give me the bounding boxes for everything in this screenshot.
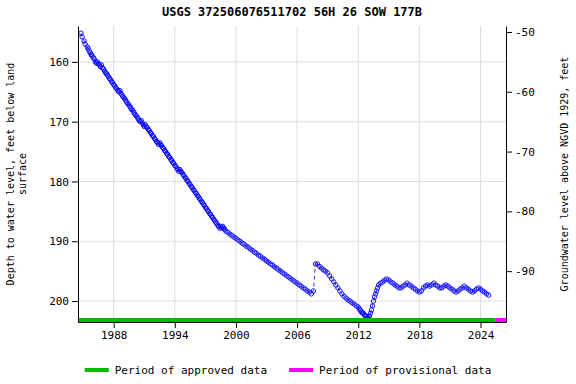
tick-label: 1994	[162, 329, 189, 342]
data-point	[80, 35, 84, 39]
y2-axis-tick: -80	[506, 205, 535, 218]
legend-item: Period of approved data	[85, 364, 267, 377]
x-axis-tick: 2000	[223, 322, 250, 342]
tick-label: -90	[515, 265, 535, 278]
tick-label: 180	[49, 175, 69, 188]
tick-mark	[297, 322, 298, 328]
title: USGS 372506076511702 56H 26 SOW 177B	[162, 5, 422, 19]
grid-line	[78, 181, 506, 182]
marks	[78, 31, 506, 322]
grid-line	[78, 61, 506, 62]
x-axis-tick: 2018	[407, 322, 434, 342]
y2-axis-tick: -50	[506, 26, 535, 39]
tick-label: 2012	[345, 329, 372, 342]
grid-line	[174, 26, 175, 322]
tick-mark	[506, 32, 512, 33]
legend: Period of approved data Period of provisi…	[85, 364, 492, 377]
x-axis-tick: 2012	[345, 322, 372, 342]
y2-axis-tick: -70	[506, 146, 535, 159]
data-point	[486, 293, 490, 297]
tick-label: 1988	[101, 329, 128, 342]
grid	[78, 26, 506, 322]
grid-line	[78, 241, 506, 242]
plot: 1988 1994 2000 2006 2012 2018 2024 160 170 180 190…	[49, 26, 535, 342]
y-axis-tick: 160	[49, 56, 78, 69]
tick-label: 2024	[468, 329, 495, 342]
tick-mark	[419, 322, 420, 328]
tick-mark	[506, 152, 512, 153]
data-point	[371, 299, 375, 303]
tick-mark	[72, 122, 78, 123]
y2-axis-line	[506, 27, 507, 323]
grid-line	[78, 301, 506, 302]
grid-line	[113, 26, 114, 322]
tick-mark	[236, 322, 237, 328]
y-axis: 160 170 180 190 200	[49, 27, 78, 323]
tick-mark	[72, 181, 78, 182]
tick-label: -60	[515, 86, 535, 99]
data-point	[311, 289, 315, 293]
tick-label: 190	[49, 235, 69, 248]
y2-axis-title: Groundwater level above NGVD 1929, feet	[559, 57, 570, 292]
tick-mark	[72, 62, 78, 63]
tick-mark	[72, 301, 78, 302]
legend-label: Period of approved data	[115, 364, 267, 377]
y2-axis-title-line: Groundwater level above NGVD 1929, feet	[559, 57, 570, 292]
x-axis-tick: 2006	[284, 322, 311, 342]
legend-swatch	[289, 368, 313, 372]
tick-label: -80	[515, 205, 535, 218]
period-bar	[78, 318, 496, 322]
legend-swatch	[85, 368, 109, 372]
tick-mark	[506, 271, 512, 272]
tick-label: -50	[515, 26, 535, 39]
grid-line	[358, 26, 359, 322]
tick-mark	[481, 322, 482, 328]
x-axis-line	[79, 322, 507, 323]
y-axis-title-line: Depth to water level, feet below land	[5, 63, 16, 286]
y-axis-title-line: surface	[17, 153, 28, 195]
data-line	[81, 33, 489, 318]
tick-mark	[358, 322, 359, 328]
chart: 1988 1994 2000 2006 2012 2018 2024 160 170 180 190…	[0, 0, 576, 384]
x-axis-tick: 1994	[162, 322, 189, 342]
tick-mark	[506, 92, 512, 93]
y-axis-line	[78, 27, 79, 323]
tick-label: 160	[49, 56, 69, 69]
tick-mark	[506, 211, 512, 212]
tick-mark	[72, 241, 78, 242]
legend-item: Period of provisional data	[289, 364, 491, 377]
tick-label: -70	[515, 146, 535, 159]
tick-label: 2000	[223, 329, 250, 342]
tick-label: 200	[49, 295, 69, 308]
y2-axis-tick: -90	[506, 265, 535, 278]
y2-axis: -50 -60 -70 -80 -90	[506, 26, 535, 323]
grid-line	[419, 26, 420, 322]
x-axis-tick: 1988	[101, 322, 128, 342]
tick-label: 2018	[407, 329, 434, 342]
legend-label: Period of provisional data	[319, 364, 491, 377]
y-axis-title: Depth to water level, feet below landsur…	[5, 63, 28, 286]
period-bar	[496, 318, 506, 322]
tick-label: 2006	[284, 329, 311, 342]
tick-mark	[175, 322, 176, 328]
data-point	[369, 308, 373, 312]
x-axis-tick: 2024	[468, 322, 495, 342]
tick-label: 170	[49, 116, 69, 129]
tick-mark	[114, 322, 115, 328]
y-axis-tick: 170	[49, 116, 78, 129]
y-axis-tick: 190	[49, 235, 78, 248]
y-axis-tick: 200	[49, 295, 78, 308]
x-axis: 1988 1994 2000 2006 2012 2018 2024	[79, 322, 507, 342]
data-point	[370, 304, 374, 308]
grid-line	[297, 26, 298, 322]
y2-axis-tick: -60	[506, 86, 535, 99]
grid-line	[480, 26, 481, 322]
y-axis-tick: 180	[49, 175, 78, 188]
markers	[79, 31, 491, 320]
grid-line	[235, 26, 236, 322]
